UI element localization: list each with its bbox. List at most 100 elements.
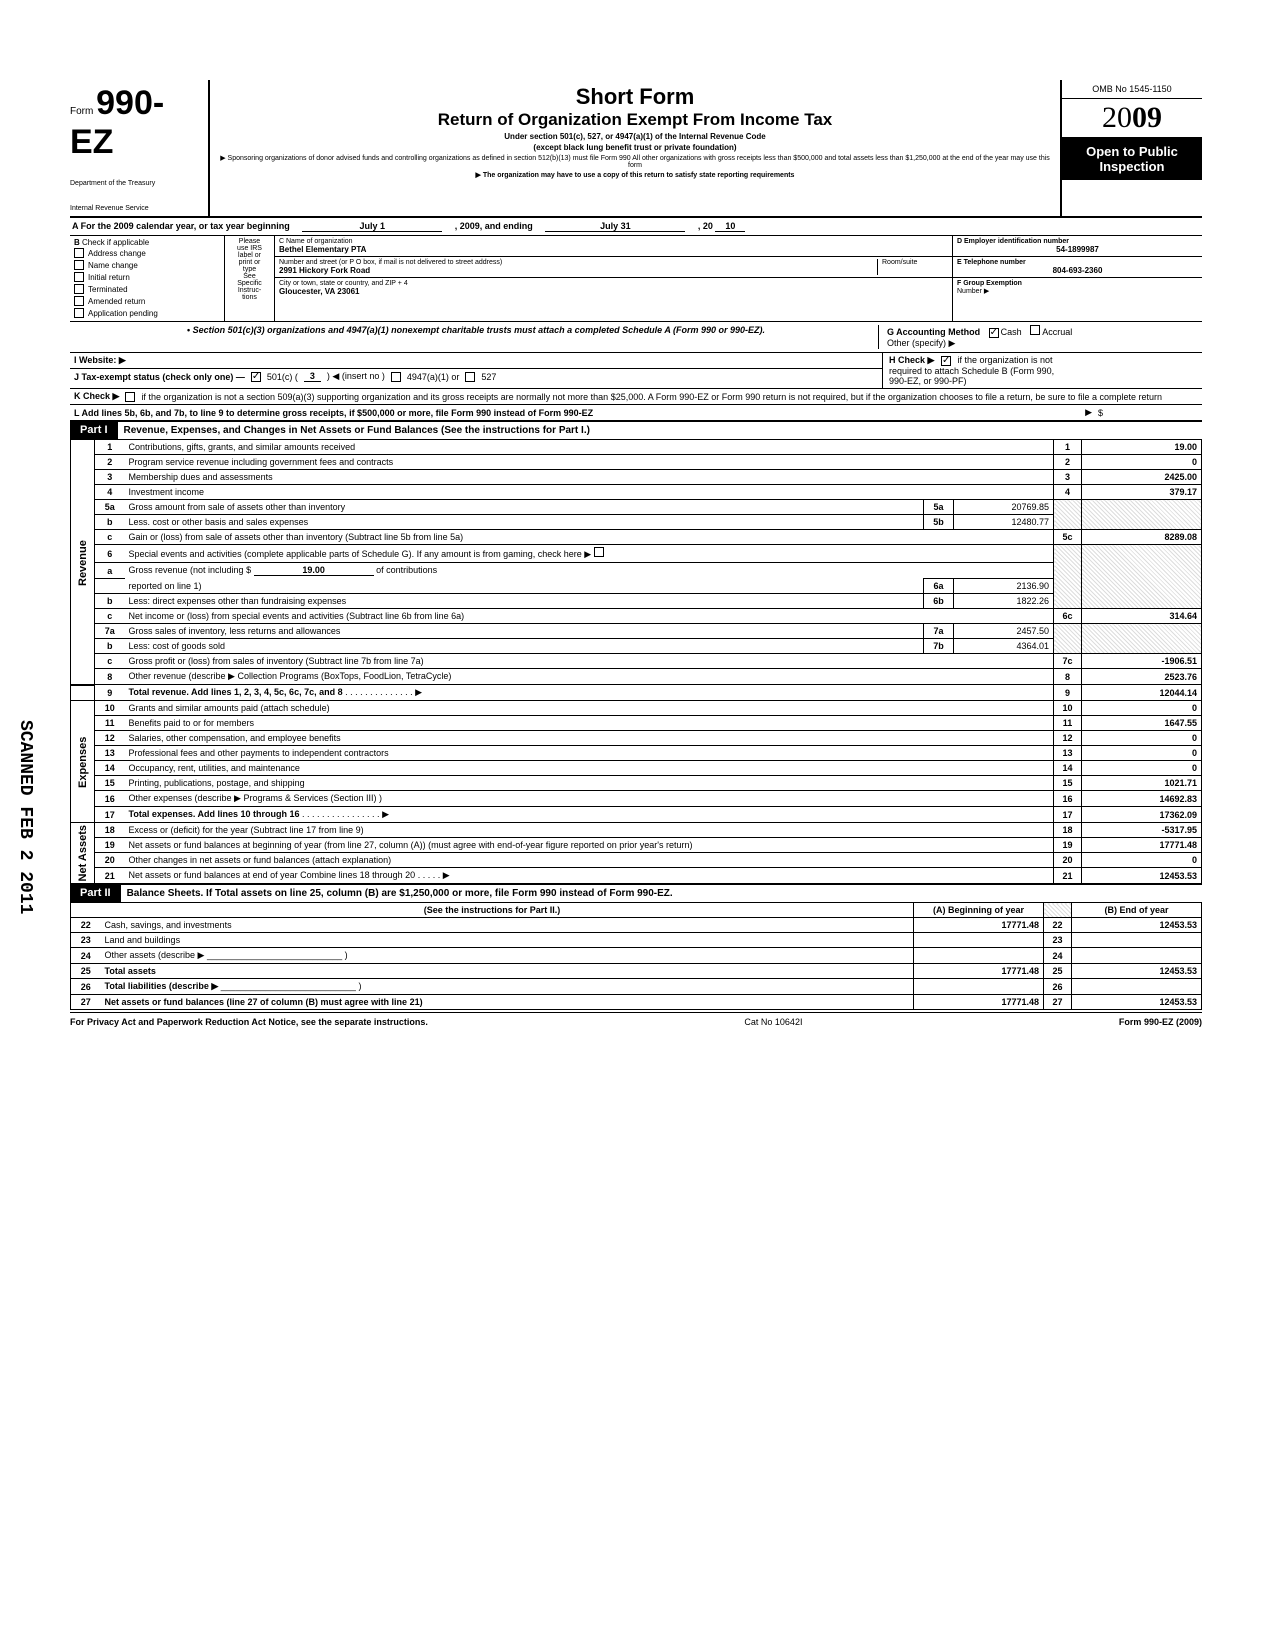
balance-table: (See the instructions for Part II.) (A) …: [70, 902, 1202, 1010]
desc: Program service revenue including govern…: [129, 457, 394, 467]
ijh-block: I Website: ▶ J Tax-exempt status (check …: [70, 353, 1202, 389]
val-b: 12453.53: [1072, 918, 1202, 933]
desc: Excess or (deficit) for the year (Subtra…: [129, 825, 364, 835]
desc: Net assets or fund balances at end of ye…: [129, 870, 416, 880]
table-row: reported on line 1)6a2136.90: [71, 579, 1202, 594]
table-row: 25Total assets17771.482512453.53: [71, 964, 1202, 979]
checkbox-cash-icon[interactable]: [989, 328, 999, 338]
form-header: Form 990-EZ Department of the Treasury I…: [70, 80, 1202, 218]
val: 12044.14: [1082, 685, 1202, 701]
checkbox-accrual-icon[interactable]: [1030, 325, 1040, 335]
val-a: [914, 933, 1044, 948]
checkbox-icon[interactable]: [74, 296, 84, 306]
table-row: Revenue 1Contributions, gifts, grants, a…: [71, 440, 1202, 455]
checkbox-icon[interactable]: [74, 272, 84, 282]
desc: Occupancy, rent, utilities, and maintena…: [129, 763, 300, 773]
val-a: 17771.48: [914, 995, 1044, 1010]
table-row: 23Land and buildings23: [71, 933, 1202, 948]
lbl: type: [229, 266, 270, 273]
desc: Salaries, other compensation, and employ…: [129, 733, 341, 743]
revenue-label: Revenue: [71, 440, 95, 685]
g-accrual: Accrual: [1042, 327, 1072, 337]
j-527: 527: [481, 372, 496, 382]
col-b-checks: B Check if applicable Address change Nam…: [70, 236, 225, 321]
form-left: Form 990-EZ Department of the Treasury I…: [70, 80, 210, 216]
checkbox-icon[interactable]: [74, 260, 84, 270]
desc: Printing, publications, postage, and shi…: [129, 778, 305, 788]
checkbox-4947-icon[interactable]: [391, 372, 401, 382]
row-a-end3: 10: [715, 221, 745, 232]
col-b-center: C Name of organization Bethel Elementary…: [275, 236, 952, 321]
footer-right: Form 990-EZ (2009): [1119, 1017, 1202, 1027]
table-row: 2Program service revenue including gover…: [71, 455, 1202, 470]
k-label: K Check ▶: [74, 391, 119, 402]
val: 0: [1082, 761, 1202, 776]
val: 17362.09: [1082, 807, 1202, 823]
open-public: Open to Public Inspection: [1062, 138, 1202, 180]
val: 0: [1082, 701, 1202, 716]
lbl: label or: [229, 252, 270, 259]
col-b-right: D Employer identification number 54-1899…: [952, 236, 1202, 321]
table-row: bLess. cost or other basis and sales exp…: [71, 515, 1202, 530]
val: 1021.71: [1082, 776, 1202, 791]
val: 8289.08: [1082, 530, 1202, 545]
footer: For Privacy Act and Paperwork Reduction …: [70, 1012, 1202, 1027]
lbl: tions: [229, 294, 270, 301]
checkbox-h-icon[interactable]: [941, 356, 951, 366]
desc: reported on line 1): [129, 581, 202, 591]
f-label2: Number ▶: [957, 287, 989, 295]
b-label: B: [74, 238, 80, 247]
desc: Contributions, gifts, grants, and simila…: [129, 442, 356, 452]
lbl: use IRS: [229, 245, 270, 252]
desc: Membership dues and assessments: [129, 472, 273, 482]
j-501c-num: 3: [304, 371, 321, 382]
desc: Cash, savings, and investments: [105, 920, 232, 930]
checkbox-501c-icon[interactable]: [251, 372, 261, 382]
table-row: bLess: cost of goods sold7b4364.01: [71, 639, 1202, 654]
6a-post: of contributions: [376, 565, 437, 575]
room-label: Room/suite: [878, 259, 948, 275]
l-row: L Add lines 5b, 6b, and 7b, to line 9 to…: [70, 405, 1202, 421]
checkbox-527-icon[interactable]: [465, 372, 475, 382]
check-terminated: Terminated: [74, 283, 220, 295]
form-center: Short Form Return of Organization Exempt…: [210, 80, 1062, 216]
row-a-mid: , 2009, and ending: [455, 221, 533, 231]
val: -5317.95: [1082, 823, 1202, 838]
g-other: Other (specify) ▶: [887, 338, 1198, 349]
desc: Total assets: [105, 966, 156, 976]
year-suffix: 09: [1132, 101, 1162, 134]
mid: 12480.77: [954, 515, 1054, 530]
ij-left: I Website: ▶ J Tax-exempt status (check …: [70, 353, 882, 388]
part1-title: Revenue, Expenses, and Changes in Net As…: [118, 422, 1202, 439]
i-label: I Website: ▶: [74, 355, 126, 366]
checkbox-icon[interactable]: [74, 284, 84, 294]
desc: Investment income: [129, 487, 205, 497]
g-section: G Accounting Method Cash Accrual Other (…: [878, 325, 1198, 349]
desc: Total liabilities (describe ▶: [105, 981, 219, 991]
part1-header: Part I Revenue, Expenses, and Changes in…: [70, 421, 1202, 439]
checkbox-gaming-icon[interactable]: [594, 547, 604, 557]
table-row: 27Net assets or fund balances (line 27 o…: [71, 995, 1202, 1010]
sub2: (except black lung benefit trust or priv…: [218, 143, 1052, 152]
addr-row: Number and street (or P O box, if mail i…: [275, 257, 952, 278]
balance-head: (See the instructions for Part II.) (A) …: [71, 903, 1202, 918]
checkbox-icon[interactable]: [74, 308, 84, 318]
checkbox-icon[interactable]: [74, 248, 84, 258]
check-label: Name change: [88, 261, 138, 270]
bullet-text: • Section 501(c)(3) organizations and 49…: [74, 325, 878, 349]
desc: Other revenue (describe ▶ Collection Pro…: [129, 671, 452, 681]
check-label: Amended return: [88, 297, 145, 306]
j-label: J Tax-exempt status (check only one) —: [74, 372, 245, 382]
desc: Net assets or fund balances at beginning…: [129, 840, 693, 850]
val: 1647.55: [1082, 716, 1202, 731]
desc: Net assets or fund balances (line 27 of …: [105, 997, 423, 1007]
j-501c-end: ) ◀ (insert no ): [327, 371, 385, 382]
table-row: 20Other changes in net assets or fund ba…: [71, 853, 1202, 868]
title-main: Return of Organization Exempt From Incom…: [218, 110, 1052, 130]
val: 0: [1082, 731, 1202, 746]
checkbox-k-icon[interactable]: [125, 392, 135, 402]
part2-header: Part II Balance Sheets. If Total assets …: [70, 884, 1202, 902]
val-b: [1072, 948, 1202, 964]
val: -1906.51: [1082, 654, 1202, 669]
mid: 2136.90: [954, 579, 1054, 594]
